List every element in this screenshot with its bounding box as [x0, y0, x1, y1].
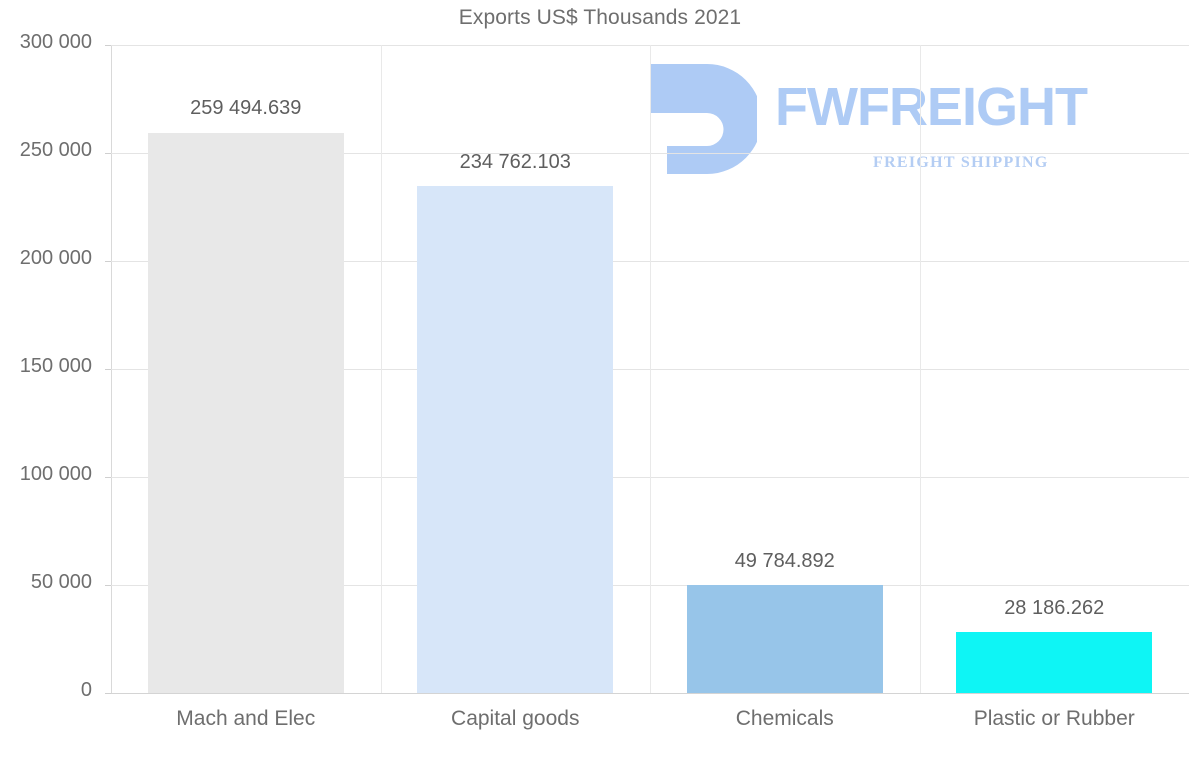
y-axis-label: 200 000	[19, 247, 92, 269]
plot-area	[105, 45, 1189, 694]
bar[interactable]	[956, 632, 1153, 693]
y-axis-tick	[105, 261, 111, 262]
y-axis-tick	[105, 477, 111, 478]
y-axis-tick	[105, 45, 111, 46]
y-axis-label: 250 000	[19, 139, 92, 161]
y-axis-tick	[105, 369, 111, 370]
gridline-vertical	[920, 45, 921, 693]
x-axis-label: Plastic or Rubber	[973, 707, 1135, 730]
x-axis-label: Mach and Elec	[176, 707, 316, 730]
bar[interactable]	[686, 585, 883, 693]
bar-value-label: 28 186.262	[1004, 597, 1105, 620]
gridline-vertical	[650, 45, 651, 693]
y-axis-tick	[105, 153, 111, 154]
chart-title: Exports US$ Thousands 2021	[458, 6, 742, 29]
y-axis-label: 150 000	[19, 355, 92, 377]
y-axis-label: 0	[80, 679, 92, 701]
bar[interactable]	[417, 185, 614, 693]
y-axis-tick	[105, 693, 111, 694]
bar-value-label: 234 762.103	[459, 150, 571, 173]
y-axis-label: 300 000	[19, 31, 92, 53]
bar-value-label: 49 784.892	[734, 550, 835, 573]
x-axis-label: Capital goods	[451, 707, 580, 730]
y-axis-label: 100 000	[19, 463, 92, 485]
x-axis-label: Chemicals	[735, 707, 834, 730]
bar-value-label: 259 494.639	[190, 97, 302, 120]
gridline-vertical	[381, 45, 382, 693]
y-axis-label: 50 000	[30, 571, 92, 593]
y-axis-tick	[105, 585, 111, 586]
bar[interactable]	[147, 132, 344, 693]
x-axis-baseline	[111, 693, 1189, 694]
